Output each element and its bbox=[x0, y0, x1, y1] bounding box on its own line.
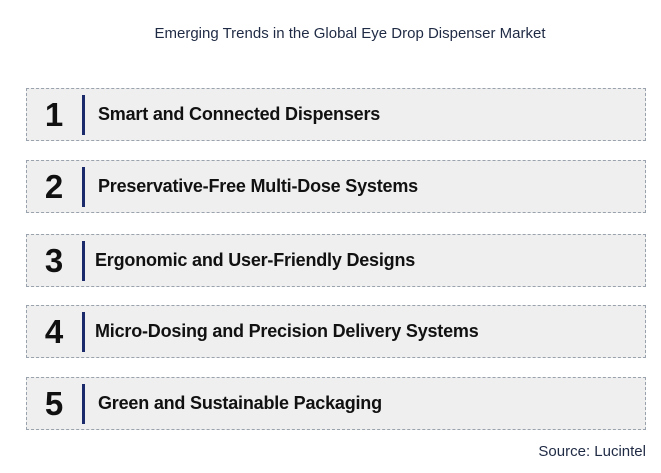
source-caption: Source: Lucintel bbox=[538, 443, 646, 460]
trend-divider-bar bbox=[82, 384, 85, 424]
trend-divider-bar bbox=[82, 95, 85, 135]
trend-number: 1 bbox=[44, 95, 64, 133]
trend-number: 5 bbox=[44, 384, 64, 422]
trend-label: Preservative-Free Multi-Dose Systems bbox=[98, 176, 418, 196]
trend-label: Smart and Connected Dispensers bbox=[98, 104, 381, 124]
trend-number: 4 bbox=[44, 312, 64, 350]
trend-label: Ergonomic and User-Friendly Designs bbox=[95, 250, 416, 270]
trend-divider-bar bbox=[82, 241, 85, 281]
trend-item-4: 4 Micro-Dosing and Precision Delivery Sy… bbox=[26, 305, 646, 358]
trend-divider-bar bbox=[82, 312, 85, 352]
diagram-title: Emerging Trends in the Global Eye Drop D… bbox=[154, 25, 546, 42]
trend-number: 3 bbox=[44, 241, 64, 279]
trend-item-5: 5 Green and Sustainable Packaging bbox=[26, 377, 646, 430]
trend-item-3: 3 Ergonomic and User-Friendly Designs bbox=[26, 234, 646, 287]
trend-item-2: 2 Preservative-Free Multi-Dose Systems bbox=[26, 160, 646, 213]
trend-label: Micro-Dosing and Precision Delivery Syst… bbox=[95, 321, 479, 341]
trend-item-1: 1 Smart and Connected Dispensers bbox=[26, 88, 646, 141]
trend-divider-bar bbox=[82, 167, 85, 207]
trend-label: Green and Sustainable Packaging bbox=[98, 393, 382, 413]
trend-number: 2 bbox=[44, 167, 64, 205]
